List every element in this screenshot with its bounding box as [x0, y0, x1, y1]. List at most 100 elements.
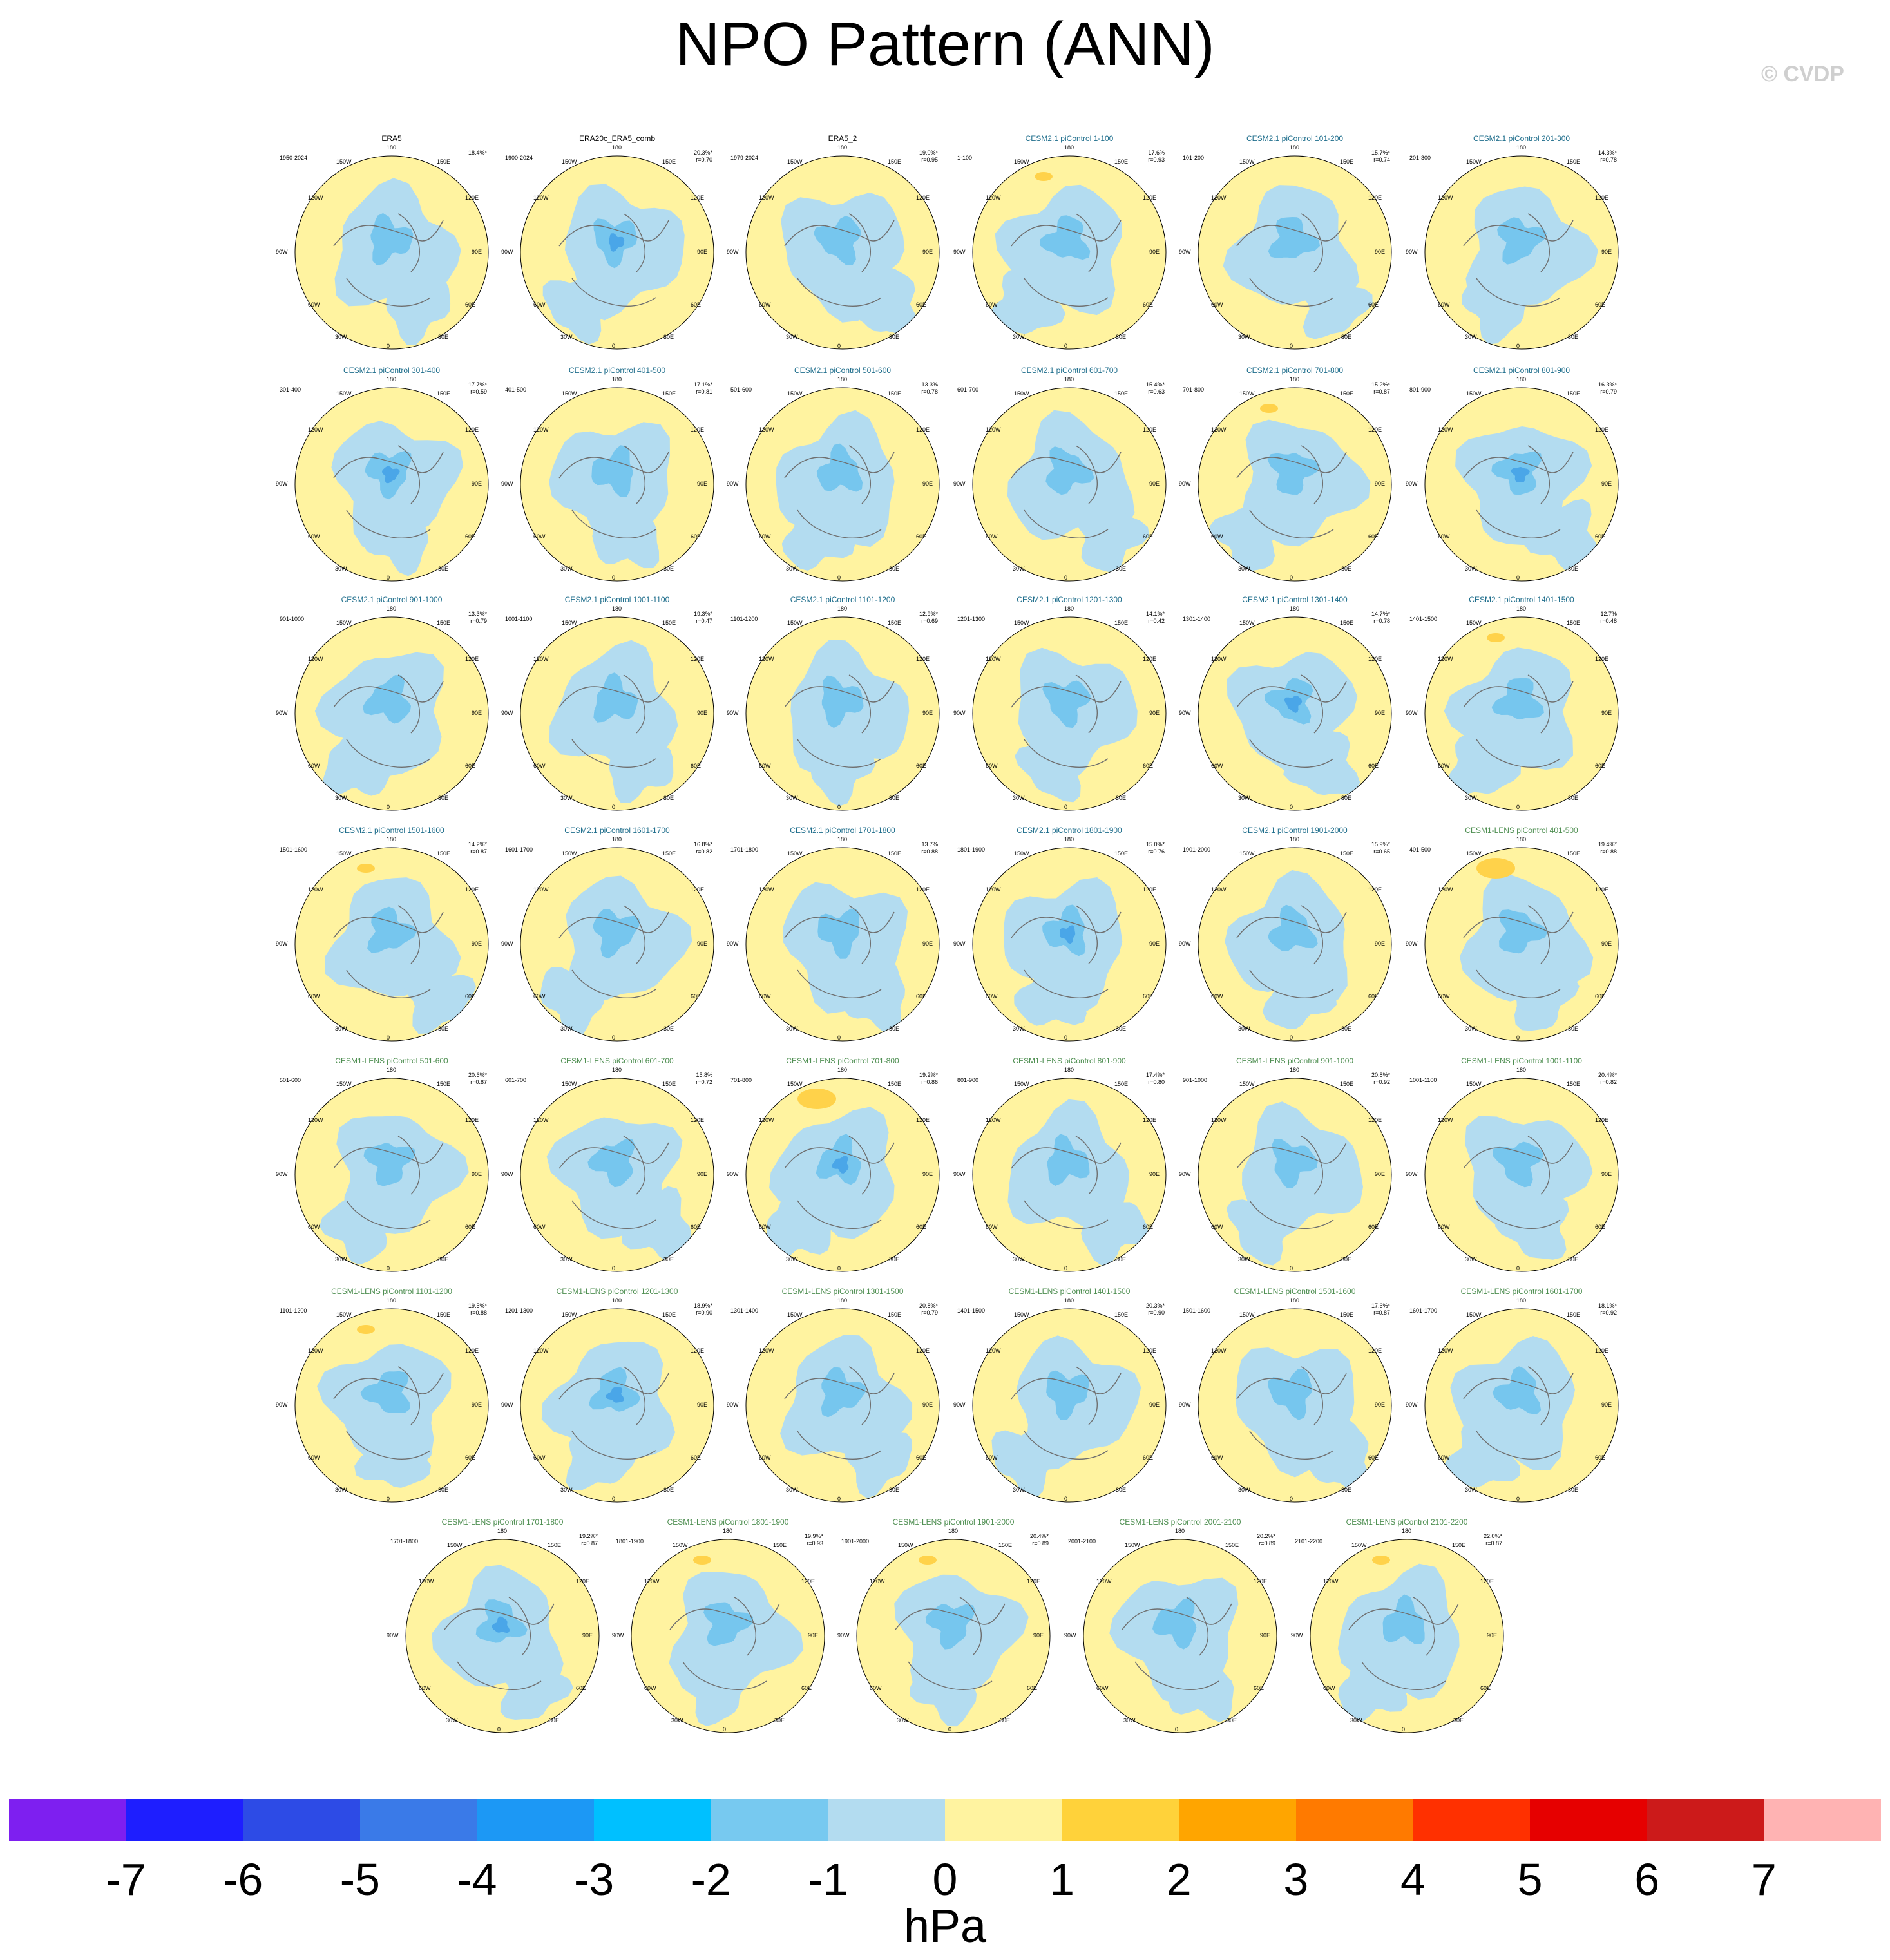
longitude-label: 120E	[1143, 1117, 1157, 1123]
map-border	[972, 616, 1167, 811]
negative-anomaly-region	[542, 270, 614, 345]
coastlines	[333, 905, 444, 999]
polar-map	[1424, 1078, 1619, 1272]
panel-variance: 15.9%*	[1371, 841, 1390, 848]
figure-title: NPO Pattern (ANN)	[675, 10, 1215, 79]
longitude-label: 150W	[562, 158, 577, 165]
longitude-label: 90W	[501, 1171, 513, 1177]
longitude-label: 90E	[1149, 1171, 1160, 1177]
panel-correlation: r=0.87	[1373, 388, 1390, 395]
panel-correlation: r=0.70	[696, 157, 712, 163]
colorbar-tick-label: 0	[932, 1854, 958, 1905]
panel-title: ERA20c_ERA5_comb	[578, 134, 656, 143]
longitude-label: 120W	[759, 1117, 774, 1123]
longitude-label: 90W	[837, 1632, 850, 1639]
map-border	[972, 847, 1167, 1042]
longitude-label: 90E	[697, 1171, 708, 1177]
panel-correlation: r=0.88	[921, 848, 938, 855]
panel-variance: 14.2%*	[468, 841, 487, 848]
panel-title: CESM2.1 piControl 1-100	[1025, 134, 1114, 143]
longitude-label: 30W	[786, 334, 798, 340]
longitude-label: 150W	[1466, 850, 1482, 857]
longitude-label: 30W	[1465, 566, 1477, 572]
longitude-label: 150E	[662, 1081, 676, 1087]
panel-title: CESM2.1 piControl 1801-1900	[1017, 826, 1122, 835]
panel-variance: 18.4%*	[468, 149, 487, 156]
longitude-label: 90W	[276, 249, 288, 255]
longitude-label: 150W	[336, 1311, 352, 1318]
polar-map	[1424, 387, 1619, 582]
negative-anomaly-region	[1262, 960, 1337, 1029]
negative-anomaly-region	[1338, 1646, 1408, 1722]
polar-map	[972, 1308, 1167, 1503]
colorbar-tick-label: -7	[106, 1854, 146, 1905]
map-panel: CESM2.1 piControl 1101-1200 1101-1200 12.9…	[727, 595, 952, 814]
longitude-label: 150W	[562, 390, 577, 397]
panel-years: 1201-1300	[957, 616, 986, 622]
longitude-label: 120E	[691, 195, 705, 201]
longitude-label: 60W	[308, 763, 320, 769]
panel-correlation: r=0.78	[1373, 618, 1390, 624]
coastlines	[444, 1597, 555, 1691]
longitude-label: 0	[1290, 575, 1293, 581]
positive-anomaly-core	[797, 1089, 836, 1109]
colorbar-tick-label: -4	[457, 1854, 497, 1905]
longitude-label: 90W	[1406, 1402, 1418, 1408]
longitude-label: 60E	[691, 301, 702, 308]
longitude-label: 90E	[1601, 480, 1612, 487]
coastlines	[1236, 1366, 1347, 1460]
longitude-label: 120E	[465, 426, 479, 433]
longitude-label: 90E	[697, 710, 708, 716]
longitude-label: 30E	[1116, 566, 1127, 572]
panel-variance: 19.3%*	[693, 611, 712, 617]
longitude-label: 150E	[1114, 1311, 1129, 1318]
negative-anomaly-core	[1382, 1594, 1425, 1644]
longitude-label: 90W	[501, 480, 513, 487]
negative-anomaly-region	[1081, 1189, 1149, 1266]
panel-title: CESM1-LENS piControl 1401-1500	[1008, 1287, 1131, 1296]
longitude-label: 150W	[336, 390, 352, 397]
map-border	[1310, 1539, 1504, 1733]
polar-map	[631, 1539, 825, 1733]
longitude-label: 30E	[889, 334, 900, 340]
panel-title: CESM1-LENS piControl 801-900	[1013, 1056, 1126, 1065]
longitude-label: 60W	[533, 301, 546, 308]
colorbar-tick-label: -2	[691, 1854, 731, 1905]
longitude-label: 60W	[986, 763, 998, 769]
panel-variance: 20.3%*	[1145, 1302, 1165, 1309]
longitude-label: 150W	[1466, 390, 1482, 397]
longitude-label: 30E	[889, 795, 900, 801]
longitude-label: 150E	[1340, 620, 1354, 626]
panel-stats: 15.0%* r=0.76	[1113, 841, 1165, 855]
longitude-label: 120E	[691, 656, 705, 662]
longitude-label: 180	[1064, 376, 1074, 383]
longitude-label: 30W	[1013, 1025, 1025, 1032]
panel-stats: 16.8%* r=0.82	[661, 841, 712, 855]
longitude-label: 120E	[465, 656, 479, 662]
longitude-label: 0	[497, 1726, 501, 1733]
longitude-label: 30W	[786, 566, 798, 572]
longitude-label: 120E	[1595, 656, 1609, 662]
longitude-label: 60E	[916, 993, 927, 1000]
colorbar-swatch	[945, 1799, 1062, 1841]
panel-years: 1301-1400	[1183, 616, 1211, 622]
longitude-label: 120W	[533, 656, 549, 662]
longitude-label: 30W	[1238, 1487, 1250, 1493]
map-border	[1424, 387, 1619, 582]
longitude-label: 150E	[437, 1311, 451, 1318]
panel-correlation: r=0.76	[1148, 848, 1165, 855]
longitude-label: 30W	[1238, 795, 1250, 801]
longitude-label: 90E	[697, 940, 708, 947]
longitude-label: 120W	[308, 426, 323, 433]
longitude-label: 180	[1516, 376, 1527, 383]
panel-variance: 19.2%*	[919, 1072, 938, 1078]
negative-anomaly-region	[678, 1656, 754, 1726]
panel-stats: 17.1%* r=0.81	[661, 381, 712, 395]
negative-anomaly-core	[832, 1156, 849, 1174]
longitude-label: 30E	[889, 1487, 900, 1493]
panel-stats: 15.7%* r=0.74	[1339, 149, 1390, 164]
polar-map	[972, 616, 1167, 811]
longitude-label: 120W	[1438, 426, 1453, 433]
negative-anomaly-core	[1268, 904, 1318, 951]
map-border	[1198, 616, 1392, 811]
